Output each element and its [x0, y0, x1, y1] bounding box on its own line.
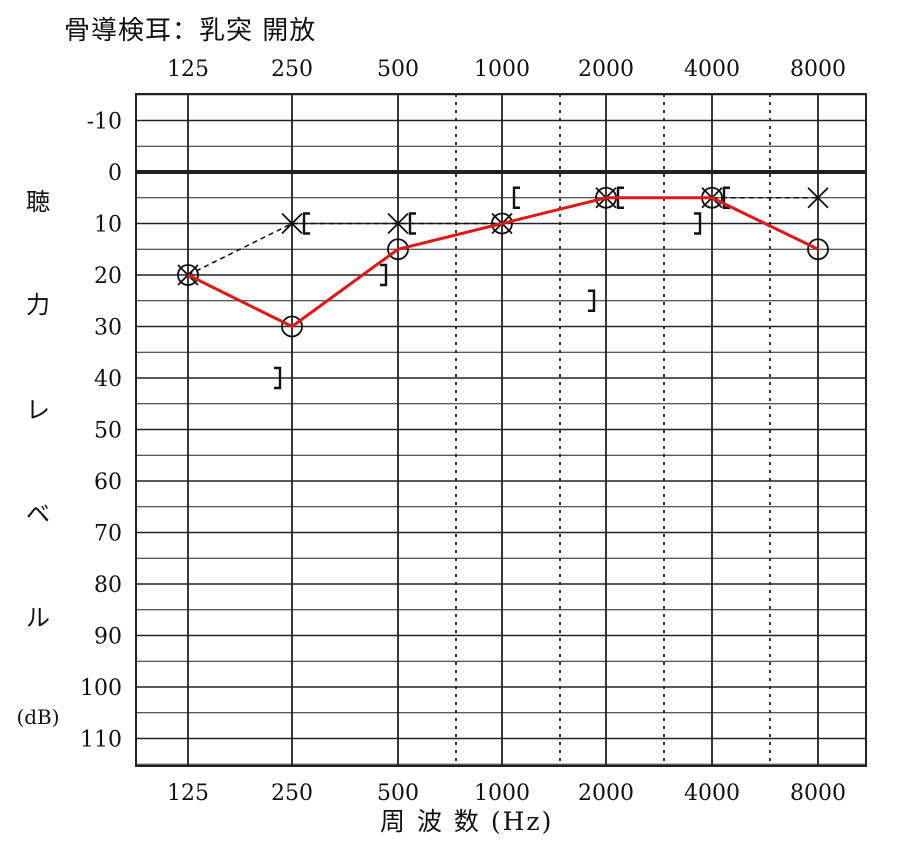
x-tick-label-bottom: 125 — [167, 781, 209, 806]
y-label-char-5: ル — [26, 604, 50, 632]
y-tick-label: 20 — [94, 264, 122, 289]
circle-marker — [281, 315, 303, 338]
bracket-left-marker — [380, 263, 388, 287]
x-tick-label-bottom: 1000 — [474, 781, 530, 806]
y-label-char-4: ベ — [26, 500, 50, 528]
grid-lines — [135, 93, 867, 767]
x-tick-label-bottom: 250 — [271, 781, 313, 806]
y-tick-label: 10 — [94, 213, 122, 238]
y-label-char-3: レ — [26, 396, 50, 424]
x-tick-label-bottom: 8000 — [790, 781, 846, 806]
y-label-unit: (dB) — [16, 705, 60, 729]
y-tick-label: 0 — [108, 161, 122, 186]
x-tick-label-top: 500 — [377, 57, 419, 82]
y-tick-label: 50 — [94, 419, 122, 444]
x-tick-label-top: 2000 — [578, 57, 634, 82]
x-tick-label-top: 1000 — [474, 57, 530, 82]
x-tick-label-top: 4000 — [684, 57, 740, 82]
bracket-left-marker — [694, 212, 702, 235]
cross-marker — [807, 187, 829, 209]
y-tick-label: 60 — [94, 470, 122, 495]
y-tick-label: 100 — [80, 676, 122, 701]
circle-marker — [177, 264, 199, 286]
circle-marker — [491, 212, 513, 235]
y-tick-label: 110 — [80, 728, 122, 753]
y-label-char-2: 力 — [26, 291, 50, 319]
x-tick-label-bottom: 500 — [377, 781, 419, 806]
bracket-right-marker — [512, 186, 520, 209]
bracket-left-marker — [274, 366, 282, 390]
cross-marker — [387, 212, 409, 235]
bracket-left-marker — [588, 289, 596, 312]
series-line-red — [187, 196, 819, 329]
cross-marker — [281, 212, 303, 235]
bracket-right-marker — [408, 212, 416, 235]
y-tick-label: 30 — [94, 316, 122, 341]
cross-stroke — [807, 187, 829, 209]
y-tick-label: -10 — [87, 110, 122, 135]
x-tick-label-top: 8000 — [790, 57, 846, 82]
y-tick-label: 90 — [94, 625, 122, 650]
series-line-dashed — [187, 196, 818, 276]
x-tick-label-bottom: 2000 — [578, 781, 634, 806]
circle-marker — [807, 238, 829, 261]
x-tick-label-top: 250 — [271, 57, 313, 82]
bracket-right-marker — [302, 212, 310, 235]
circle-marker — [387, 238, 409, 261]
y-tick-label: 80 — [94, 573, 122, 598]
bracket-right-marker — [722, 186, 730, 209]
cross-stroke — [387, 212, 409, 235]
x-axis-label: 周 波 数 (Hz) — [380, 807, 554, 836]
x-tick-label-bottom: 4000 — [684, 781, 740, 806]
y-tick-label: 40 — [94, 367, 122, 392]
y-label-char-1: 聴 — [26, 188, 50, 216]
chart-title: 骨導検耳：乳突 開放 — [64, 16, 317, 46]
y-tick-label: 70 — [94, 522, 122, 547]
x-tick-label-top: 125 — [167, 57, 209, 82]
cross-stroke — [281, 212, 303, 235]
plot-frame — [135, 93, 867, 767]
